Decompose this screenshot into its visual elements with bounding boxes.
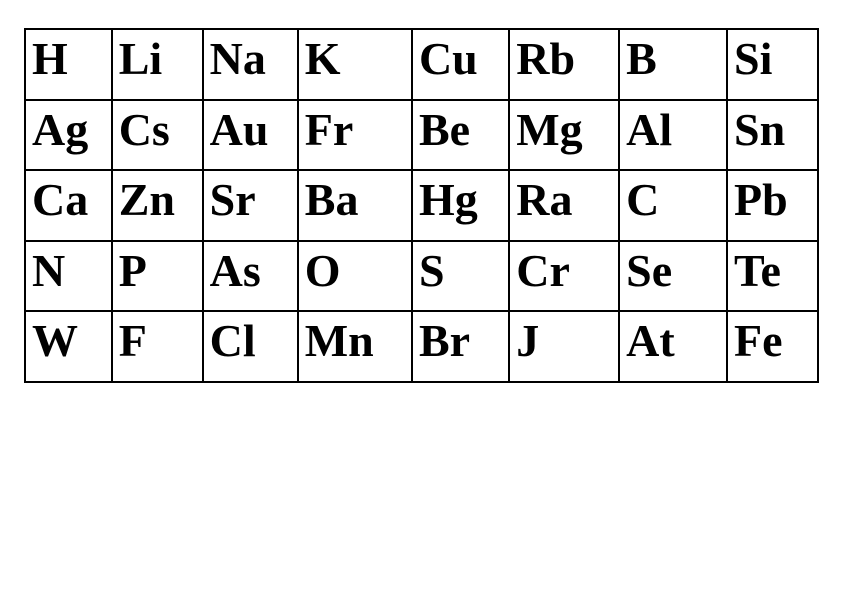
cell-element: Sn — [727, 100, 818, 171]
cell-element: J — [509, 311, 619, 382]
table-row: N P As O S Cr Se Te — [25, 241, 818, 312]
cell-element: Cu — [412, 29, 509, 100]
cell-element: Ba — [298, 170, 412, 241]
cell-element: F — [112, 311, 203, 382]
cell-element: Br — [412, 311, 509, 382]
table-row: Ca Zn Sr Ba Hg Ra C Pb — [25, 170, 818, 241]
cell-element: K — [298, 29, 412, 100]
cell-element: Fe — [727, 311, 818, 382]
cell-element: Be — [412, 100, 509, 171]
cell-element: S — [412, 241, 509, 312]
cell-element: At — [619, 311, 727, 382]
cell-element: Ca — [25, 170, 112, 241]
table-row: Ag Cs Au Fr Be Mg Al Sn — [25, 100, 818, 171]
cell-element: Si — [727, 29, 818, 100]
cell-element: Hg — [412, 170, 509, 241]
table-row: H Li Na K Cu Rb B Si — [25, 29, 818, 100]
cell-element: Fr — [298, 100, 412, 171]
cell-element: Au — [203, 100, 298, 171]
cell-element: B — [619, 29, 727, 100]
cell-element: Li — [112, 29, 203, 100]
cell-element: Cr — [509, 241, 619, 312]
cell-element: Te — [727, 241, 818, 312]
cell-element: Na — [203, 29, 298, 100]
cell-element: Cl — [203, 311, 298, 382]
cell-element: Sr — [203, 170, 298, 241]
cell-element: Se — [619, 241, 727, 312]
cell-element: Cs — [112, 100, 203, 171]
cell-element: Ra — [509, 170, 619, 241]
cell-element: Ag — [25, 100, 112, 171]
cell-element: Mg — [509, 100, 619, 171]
elements-table: H Li Na K Cu Rb B Si Ag Cs Au Fr Be Mg A… — [24, 28, 819, 383]
cell-element: Al — [619, 100, 727, 171]
cell-element: Zn — [112, 170, 203, 241]
cell-element: H — [25, 29, 112, 100]
cell-element: N — [25, 241, 112, 312]
table-container: H Li Na K Cu Rb B Si Ag Cs Au Fr Be Mg A… — [0, 0, 842, 383]
cell-element: O — [298, 241, 412, 312]
cell-element: P — [112, 241, 203, 312]
cell-element: C — [619, 170, 727, 241]
cell-element: W — [25, 311, 112, 382]
cell-element: Rb — [509, 29, 619, 100]
cell-element: Mn — [298, 311, 412, 382]
table-row: W F Cl Mn Br J At Fe — [25, 311, 818, 382]
cell-element: As — [203, 241, 298, 312]
cell-element: Pb — [727, 170, 818, 241]
